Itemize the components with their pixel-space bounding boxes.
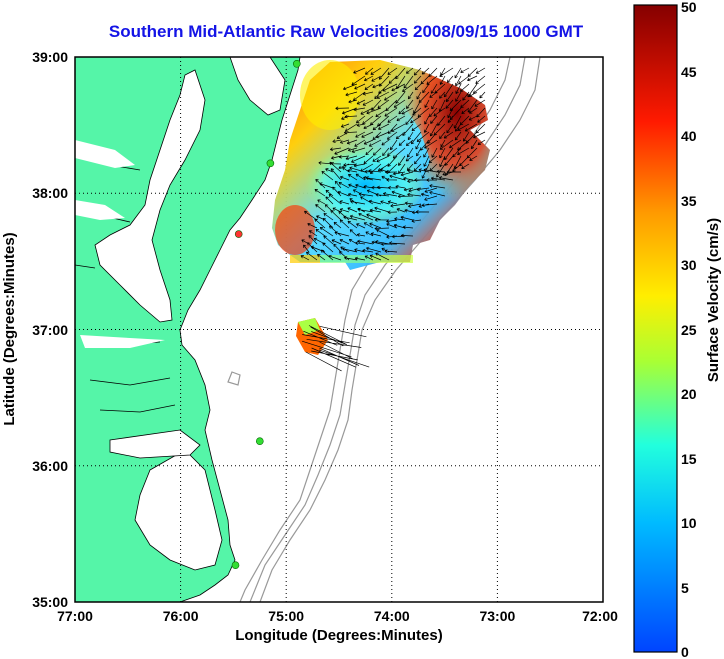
y-tick-label: 38:00	[32, 185, 68, 201]
x-tick-label: 72:00	[582, 608, 618, 624]
plot-frame	[74, 56, 604, 603]
radar-site-marker	[234, 230, 243, 238]
colorbar-tick-label: 45	[681, 64, 697, 80]
x-axis-label: Longitude (Degrees:Minutes)	[235, 627, 443, 644]
colorbar-tick-label: 10	[681, 515, 697, 531]
x-tick-labels: 77:00 76:00 75:00 74:00 73:00 72:00	[57, 608, 618, 624]
delaware-bay	[229, 57, 286, 116]
colorbar-tick-label: 15	[681, 451, 697, 467]
colorbar	[633, 4, 678, 653]
y-tick-labels: 35:00 36:00 37:00 38:00 39:00	[32, 49, 68, 610]
y-tick-label: 35:00	[32, 594, 68, 610]
colorbar-tick-label: 50	[681, 0, 697, 15]
radar-site-marker	[266, 159, 275, 168]
albemarle-sound	[109, 429, 201, 459]
y-tick-label: 37:00	[32, 322, 68, 338]
map-title: Southern Mid-Atlantic Raw Velocities 200…	[108, 22, 584, 41]
x-tick-label: 75:00	[268, 608, 304, 624]
x-tick-label: 76:00	[163, 608, 199, 624]
pamlico-sound	[134, 449, 223, 571]
y-tick-label: 39:00	[32, 49, 68, 65]
velocity-field	[272, 60, 490, 372]
y-tick-label: 36:00	[32, 458, 68, 474]
radar-site-marker	[292, 59, 301, 68]
radar-site-marker	[231, 561, 240, 570]
x-tick-label: 77:00	[57, 608, 93, 624]
colorbar-tick-label: 25	[681, 322, 697, 338]
colorbar-tick-label: 0	[681, 644, 689, 659]
x-tick-label: 73:00	[479, 608, 515, 624]
colorbar-tick-label: 5	[681, 580, 689, 596]
colorbar-tick-label: 40	[681, 128, 697, 144]
radar-sites	[231, 59, 301, 570]
radar-site-marker	[255, 437, 264, 446]
colorbar-tick-label: 20	[681, 386, 697, 402]
colorbar-tick-label: 35	[681, 193, 697, 209]
colorbar-label: Surface Velocity (cm/s)	[705, 218, 722, 382]
colorbar-tick-labels: 0 5 10 15 20 25 30 35 40 45 50	[681, 0, 697, 659]
y-axis-label: Latitude (Degrees:Minutes)	[1, 232, 18, 425]
colorbar-tick-label: 30	[681, 257, 697, 273]
x-tick-label: 74:00	[374, 608, 410, 624]
chesapeake-bay	[94, 69, 206, 323]
